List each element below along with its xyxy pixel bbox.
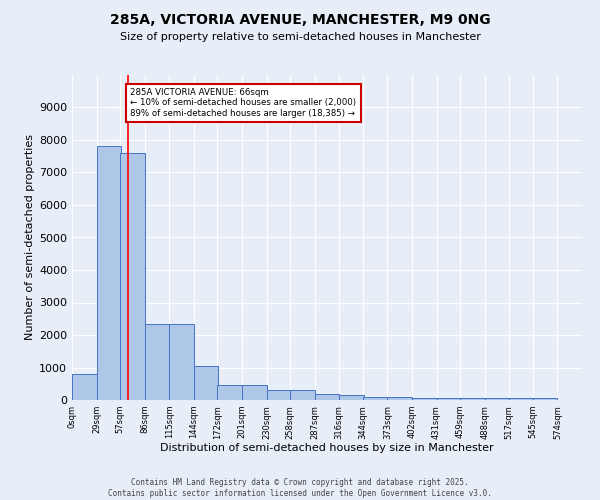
Bar [363, 397, 388, 400]
Bar [97, 146, 121, 400]
Bar [72, 374, 97, 400]
Bar [485, 398, 509, 400]
X-axis label: Distribution of semi-detached houses by size in Manchester: Distribution of semi-detached houses by … [160, 443, 494, 453]
Text: Size of property relative to semi-detached houses in Manchester: Size of property relative to semi-detach… [119, 32, 481, 42]
Bar [145, 324, 169, 400]
Bar [242, 384, 266, 400]
Bar [169, 324, 194, 400]
Bar [266, 390, 291, 400]
Text: 285A VICTORIA AVENUE: 66sqm
← 10% of semi-detached houses are smaller (2,000)
89: 285A VICTORIA AVENUE: 66sqm ← 10% of sem… [130, 88, 356, 118]
Bar [533, 398, 557, 400]
Bar [120, 153, 145, 400]
Bar [509, 398, 534, 400]
Bar [315, 394, 339, 400]
Bar [388, 397, 412, 400]
Bar [460, 398, 485, 400]
Y-axis label: Number of semi-detached properties: Number of semi-detached properties [25, 134, 35, 340]
Text: Contains HM Land Registry data © Crown copyright and database right 2025.
Contai: Contains HM Land Registry data © Crown c… [108, 478, 492, 498]
Bar [339, 395, 364, 400]
Text: 285A, VICTORIA AVENUE, MANCHESTER, M9 0NG: 285A, VICTORIA AVENUE, MANCHESTER, M9 0N… [110, 12, 490, 26]
Bar [437, 398, 461, 400]
Bar [217, 384, 242, 400]
Bar [194, 366, 218, 400]
Bar [412, 398, 437, 400]
Bar [290, 390, 315, 400]
